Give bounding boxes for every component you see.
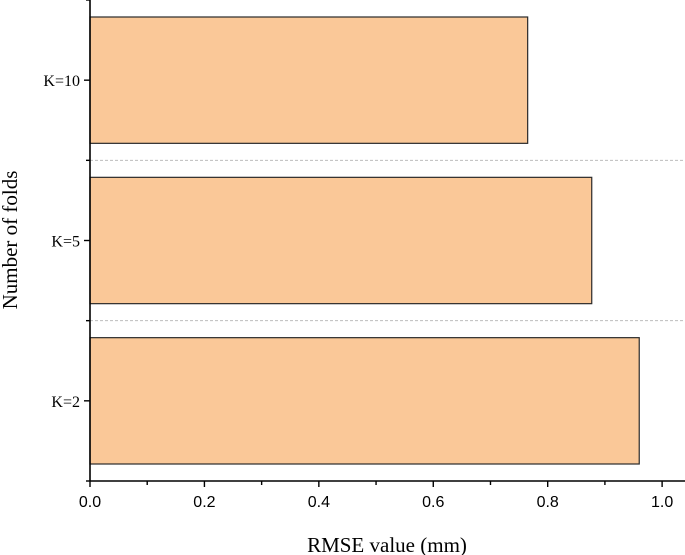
bar-k-10 — [89, 16, 529, 144]
y-tick-label: K=5 — [51, 234, 80, 251]
y-axis-title: Number of folds — [0, 171, 22, 310]
bars-group — [89, 16, 640, 465]
x-tick-label: 0.0 — [79, 494, 101, 511]
x-tick-label: 0.6 — [422, 494, 444, 511]
separators-group — [90, 159, 685, 322]
x-tick-label: 0.4 — [308, 494, 330, 511]
bar-k-5 — [89, 176, 593, 305]
bar-k-2 — [89, 337, 640, 465]
x-tick-label: 0.8 — [537, 494, 559, 511]
x-axis-title: RMSE value (mm) — [307, 533, 467, 555]
y-tick-label: K=2 — [51, 394, 80, 411]
x-ticks-group: 0.0 0.2 0.4 0.6 0.8 1.0 — [79, 481, 673, 511]
y-tick-label: K=10 — [43, 73, 80, 90]
x-tick-label: 0.2 — [193, 494, 215, 511]
y-ticks-group: K=2 K=5 K=10 — [43, 0, 90, 482]
x-tick-label: 1.0 — [651, 494, 673, 511]
